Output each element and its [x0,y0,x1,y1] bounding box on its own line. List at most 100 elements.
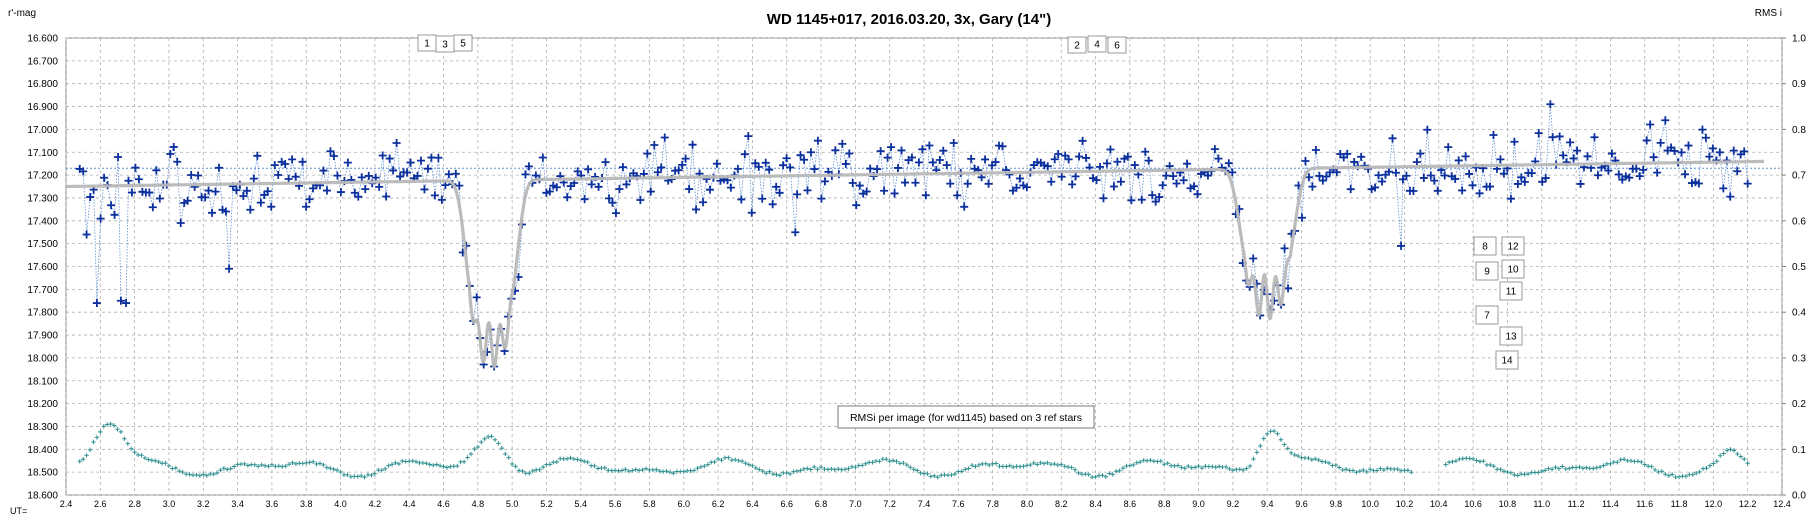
photometry-point [1322,172,1331,181]
y-tick-label: 18.300 [27,422,58,433]
rms-point [1340,467,1345,473]
rms-point [1450,459,1455,464]
rms-point [1745,461,1750,466]
rms-point [671,470,676,476]
rms-point [218,467,223,473]
rms-point [1295,453,1301,459]
rms-point [1289,450,1294,456]
marker-label: 14 [1501,356,1513,367]
rms-point [582,459,587,464]
photometry-point [100,173,109,182]
photometry-point [1022,183,1031,192]
rms-point [890,458,896,463]
photometry-point [963,179,972,188]
photometry-point [472,293,481,302]
photometry-point [1130,161,1139,170]
rms-point [530,468,535,474]
y-tick-label: 17.800 [27,308,58,319]
rms-point [132,450,137,455]
photometry-point [1698,125,1707,134]
rms-point [743,461,748,466]
rms-point [1093,474,1098,480]
photometry-point [274,170,283,179]
photometry-point [747,208,756,217]
rms-point [461,459,467,465]
photometry-point [587,180,596,189]
rms-point [520,468,525,474]
rms-point [1131,462,1136,468]
photometry-point [935,156,944,165]
photometry-point [991,158,1000,167]
rms-point [503,451,508,457]
photometry-point [806,148,815,157]
x-tick-label: 3.4 [231,499,244,509]
rms-point [118,429,124,435]
rms-point [681,469,686,474]
rms-point [499,445,505,451]
rms-point [540,464,546,470]
rms-point [1069,465,1074,470]
rms-point [904,462,910,468]
y-tick-label: 18.500 [27,468,58,479]
rms-point [204,473,209,478]
rms-point [1041,461,1047,466]
photometry-point [765,165,774,174]
rms-point [1525,471,1531,477]
rms-point [705,462,710,467]
rms-point [1539,468,1544,474]
rms-point [479,439,484,445]
rms-point [1742,456,1747,462]
x-tick-label: 7.0 [849,499,862,509]
rms-point [1182,466,1188,471]
photometry-point [1632,164,1641,173]
rms-point [84,453,89,458]
rms-point [1443,462,1448,467]
photometry-point [1054,150,1063,159]
rms-point [1059,462,1064,467]
rms-point [1316,457,1321,463]
x-tick-label: 10.4 [1430,499,1448,509]
model-curve [65,159,1765,369]
rms-point [163,460,168,466]
photometry-point [873,165,882,174]
photometry-point [883,153,892,162]
marker-box [1067,36,1087,54]
y2-tick-label: 1.0 [1792,34,1806,45]
rms-point [1474,458,1479,463]
photometry-point [653,168,662,177]
photometry-point [1113,157,1122,166]
rms-point [1512,472,1517,478]
photometry-point [82,230,91,239]
photometry-point [643,149,652,158]
photometry-point [1419,173,1428,182]
rms-point [1192,465,1198,470]
marker-label: 7 [1484,311,1490,322]
photometry-point [232,186,241,195]
rms-point [1694,470,1699,476]
rms-point [153,458,158,463]
rms-point [1271,428,1277,434]
rms-point [111,423,117,428]
photometry-point [796,151,805,160]
marker-box [1473,236,1497,256]
photometry-point [699,198,708,207]
rms-point [1707,463,1713,468]
photometry-point [678,160,687,169]
rms-point [513,464,518,469]
rms-point [1649,464,1654,469]
rms-point [516,468,522,473]
photometry-point [538,153,547,162]
marker-label: 2 [1074,41,1080,52]
photometry-point [1391,168,1400,177]
photometry-point [336,188,345,197]
rms-point [1227,466,1232,472]
photometry-point [406,158,415,167]
rms-point [592,463,597,469]
x-tick-label: 9.0 [1192,499,1205,509]
x-tick-label: 8.4 [1089,499,1102,509]
rms-point [1148,458,1153,463]
y-tick-label: 16.800 [27,79,58,90]
photometry-point [942,161,951,170]
